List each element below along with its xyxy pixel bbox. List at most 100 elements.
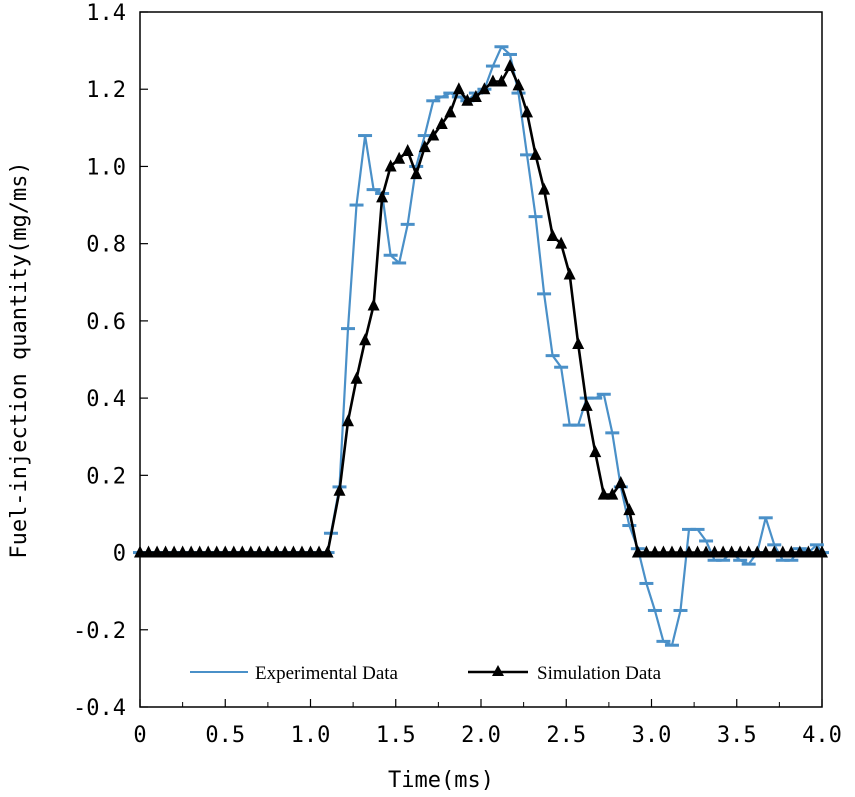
simulation-point: [321, 545, 334, 558]
simulation-point: [193, 545, 206, 558]
simulation-point: [742, 545, 755, 558]
simulation-point: [802, 545, 815, 558]
simulation-point: [142, 545, 155, 558]
x-tick-label: 0: [133, 723, 146, 748]
simulation-point: [683, 545, 696, 558]
simulation-point: [751, 545, 764, 558]
y-tick-label: 0.2: [86, 464, 126, 489]
simulation-point: [287, 545, 300, 558]
legend-simulation-marker: [492, 665, 504, 676]
simulation-point: [768, 545, 781, 558]
y-tick-label: 0.4: [86, 387, 126, 412]
x-tick-label: 2.0: [461, 723, 501, 748]
simulation-point: [759, 545, 772, 558]
simulation-point: [295, 545, 308, 558]
simulation-point: [376, 190, 389, 203]
simulation-point: [134, 545, 146, 558]
simulation-point: [486, 74, 499, 87]
y-axis: -0.4 -0.2 0 0.2 0.4 0.6 0.8 1.0 1.2 1.4: [73, 1, 148, 721]
y-tick-label: 0.6: [86, 310, 126, 335]
y-tick-label: 0.8: [86, 233, 126, 258]
simulation-point: [210, 545, 223, 558]
simulation-point: [529, 147, 542, 160]
simulation-point: [648, 545, 661, 558]
simulation-point: [185, 545, 198, 558]
simulation-point: [503, 59, 516, 72]
x-tick-label: 4.0: [802, 723, 842, 748]
y-tick-label: -0.2: [73, 619, 126, 644]
y-tick-label: 0: [113, 542, 126, 567]
y-tick-label: 1.0: [86, 155, 126, 180]
simulation-point: [435, 116, 448, 129]
legend: Experimental Data Simulation Data: [190, 663, 662, 684]
simulation-point: [176, 545, 189, 558]
simulation-point: [219, 545, 232, 558]
simulation-point: [236, 545, 249, 558]
y-tick-label: 1.4: [86, 1, 126, 26]
legend-simulation-label: Simulation Data: [537, 663, 662, 684]
simulation-point: [816, 545, 828, 558]
simulation-point: [393, 151, 406, 164]
simulation-point: [691, 545, 704, 558]
series-layer: [133, 45, 829, 647]
simulation-point: [614, 476, 627, 489]
simulation-point: [410, 167, 423, 180]
simulation-point: [580, 398, 593, 411]
simulation-point: [159, 545, 172, 558]
simulation-point: [495, 74, 508, 87]
simulation-point: [202, 545, 215, 558]
x-tick-label: 2.5: [546, 723, 586, 748]
simulation-point: [623, 503, 636, 516]
simulation-point: [708, 545, 721, 558]
simulation-point: [589, 445, 602, 458]
legend-experimental-label: Experimental Data: [255, 663, 399, 684]
y-tick-label: 1.2: [86, 78, 126, 103]
simulation-point: [278, 545, 291, 558]
simulation-point: [452, 82, 465, 95]
simulation-point: [227, 545, 240, 558]
simulation-point: [606, 487, 619, 500]
plot-area: [139, 11, 823, 708]
simulation-point: [461, 93, 474, 106]
simulation-point: [270, 545, 283, 558]
simulation-point: [631, 545, 644, 558]
simulation-point: [350, 371, 363, 384]
simulation-point: [478, 82, 491, 95]
x-tick-label: 3.0: [632, 723, 672, 748]
simulation-point: [367, 298, 380, 311]
simulation-point: [168, 545, 181, 558]
simulation-point: [734, 545, 747, 558]
simulation-point: [418, 140, 431, 153]
simulation-point: [261, 545, 274, 558]
simulation-point: [700, 545, 713, 558]
simulation-point: [469, 89, 482, 102]
x-axis-title: Time(ms): [388, 768, 494, 793]
simulation-point: [546, 228, 559, 241]
simulation-point: [572, 337, 585, 350]
simulation-point: [538, 182, 551, 195]
x-axis: 0 0.5 1.0 1.5 2.0 2.5 3.0 3.5 4.0: [133, 699, 842, 748]
simulation-point: [401, 144, 414, 156]
simulation-point: [776, 545, 789, 558]
simulation-point: [555, 236, 568, 249]
simulation-point: [640, 545, 653, 558]
simulation-point: [674, 545, 687, 558]
simulation-point: [359, 333, 372, 346]
simulation-point: [151, 545, 164, 558]
simulation-point: [597, 487, 610, 500]
simulation-point: [384, 159, 397, 172]
y-axis-title: Fuel-injection quantity(mg/ms): [7, 161, 32, 558]
simulation-point: [725, 545, 738, 558]
simulation-point: [512, 78, 525, 91]
simulation-point: [785, 545, 798, 558]
simulation-point: [521, 105, 534, 118]
simulation-point: [665, 545, 678, 558]
simulation-point: [253, 545, 266, 558]
simulation-point: [563, 267, 576, 280]
simulation-point: [444, 105, 457, 118]
x-tick-label: 0.5: [205, 723, 245, 748]
y-tick-label: -0.4: [73, 696, 126, 721]
x-tick-label: 1.5: [376, 723, 416, 748]
simulation-point: [333, 483, 346, 496]
simulation-point: [313, 545, 326, 558]
